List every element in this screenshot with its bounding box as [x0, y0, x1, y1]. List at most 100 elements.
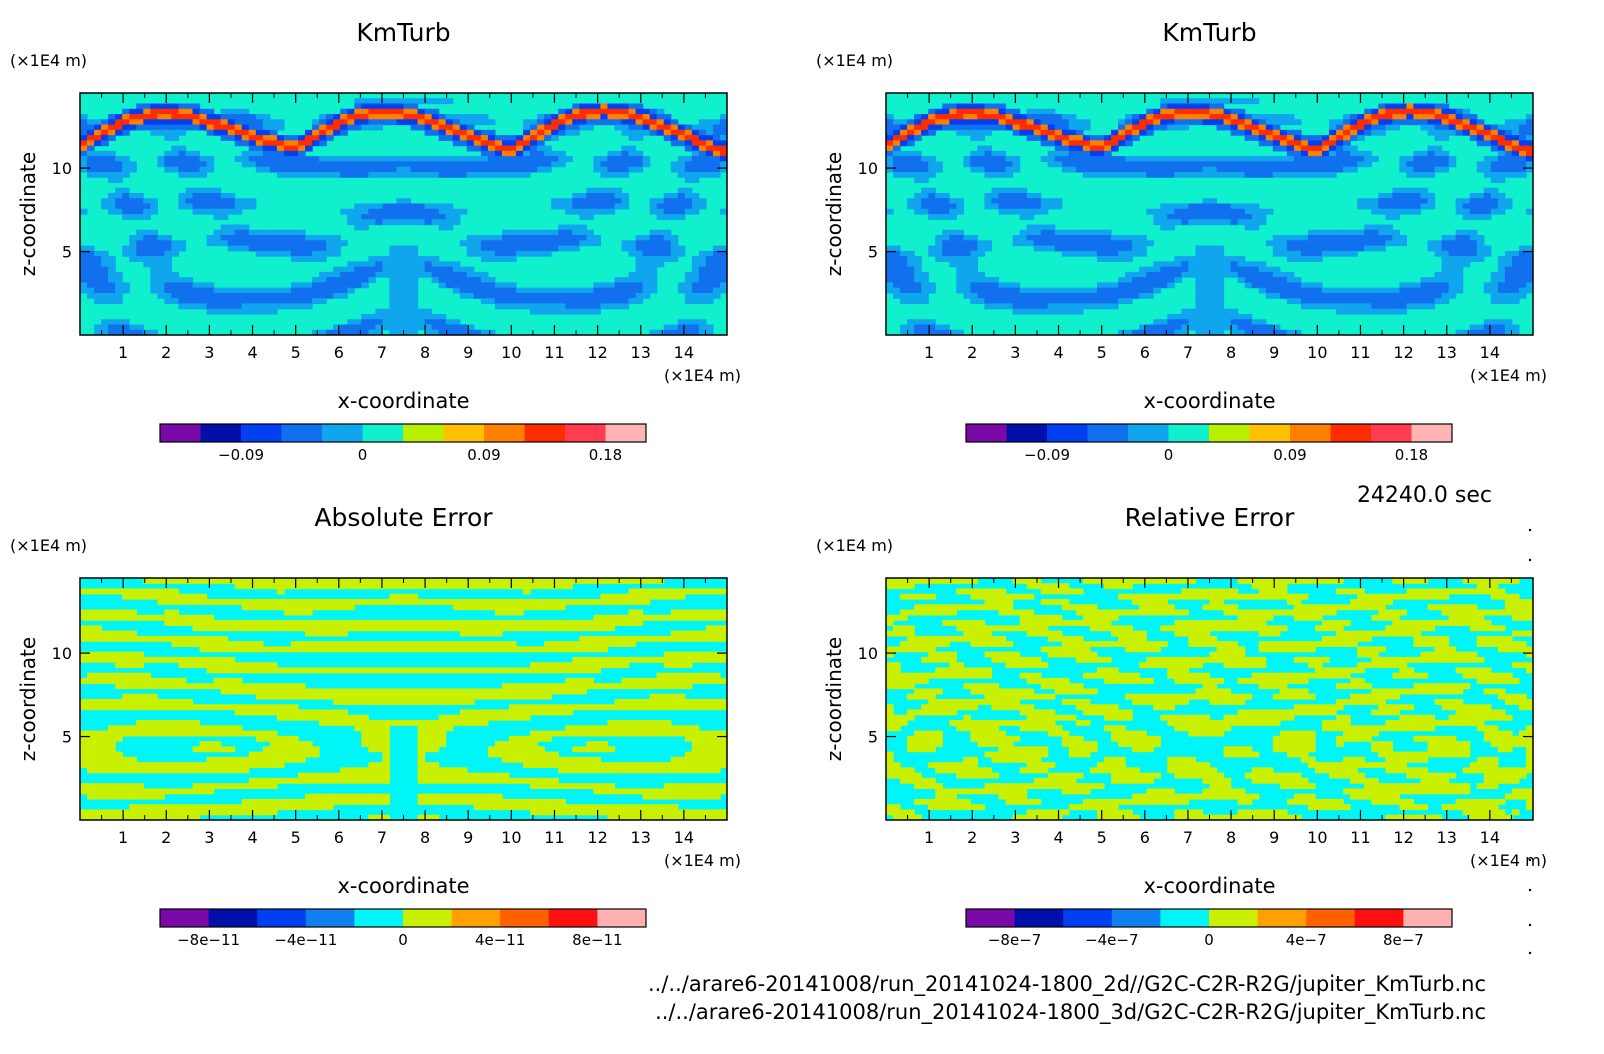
field-cell — [530, 245, 538, 252]
field-cell — [1202, 114, 1211, 120]
field-cell — [1153, 261, 1161, 268]
field-cell — [649, 287, 658, 294]
field-cell — [312, 329, 320, 335]
field-cell — [305, 604, 313, 611]
field-cell — [108, 277, 116, 283]
field-cell — [340, 108, 348, 115]
field-cell — [970, 114, 979, 120]
field-cell — [255, 298, 264, 305]
field-cell — [417, 641, 426, 647]
field-cell — [487, 277, 496, 283]
field-cell — [122, 630, 130, 637]
field-cell — [928, 108, 936, 115]
field-cell — [1195, 292, 1204, 299]
field-cell — [1286, 329, 1295, 335]
field-cell — [1455, 119, 1464, 126]
field-cell — [1139, 156, 1147, 162]
field-cell — [178, 124, 187, 131]
field-cell — [87, 614, 95, 621]
field-cell — [1483, 208, 1492, 215]
field-cell — [143, 256, 151, 262]
field-cell — [628, 656, 637, 663]
field-cell — [977, 287, 986, 294]
field-cell — [984, 161, 993, 168]
field-cell — [642, 282, 651, 289]
field-cell — [255, 245, 264, 252]
x-tick-label: 14 — [1480, 343, 1500, 362]
field-cell — [1476, 245, 1485, 252]
field-cell — [445, 114, 454, 120]
field-cell — [719, 261, 727, 268]
field-cell — [1251, 166, 1260, 173]
field-cell — [1385, 235, 1393, 241]
field-cell — [445, 599, 454, 605]
field-cell — [305, 292, 313, 299]
field-cell — [1153, 166, 1161, 173]
field-cell — [1075, 166, 1084, 173]
field-cell — [80, 609, 88, 616]
field-cell — [607, 119, 616, 126]
field-cell — [164, 103, 173, 110]
field-cell — [935, 198, 943, 205]
field-cell — [691, 319, 700, 326]
field-cell — [1427, 198, 1436, 205]
field-cell — [998, 287, 1007, 294]
field-cell — [396, 119, 405, 126]
field-cell — [530, 156, 538, 162]
field-cell — [914, 114, 922, 120]
field-cell — [579, 620, 587, 626]
field-cell — [269, 161, 278, 168]
field-cell — [1167, 108, 1175, 115]
field-cell — [129, 656, 137, 663]
field-cell — [635, 677, 644, 684]
field-cell — [255, 119, 264, 126]
field-cell — [1265, 208, 1274, 215]
field-cell — [1251, 135, 1260, 141]
field-cell — [494, 140, 503, 147]
field-cell — [115, 124, 123, 131]
field-cell — [607, 187, 616, 194]
field-cell — [1082, 229, 1091, 236]
field-cell — [593, 614, 602, 621]
field-cell — [1209, 298, 1218, 305]
field-cell — [115, 329, 123, 335]
field-cell — [1181, 266, 1189, 273]
field-cell — [1068, 135, 1077, 141]
field-cell — [192, 192, 201, 199]
field-cell — [424, 214, 433, 220]
field-cell — [375, 208, 383, 215]
field-cell — [705, 261, 714, 268]
field-cell — [572, 240, 580, 247]
field-cell — [642, 578, 651, 584]
field-cell — [1427, 150, 1436, 157]
field-cell — [593, 166, 602, 173]
field-cell — [347, 166, 355, 173]
field-cell — [677, 198, 686, 205]
field-cell — [565, 677, 573, 684]
field-cell — [1111, 298, 1119, 305]
field-cell — [893, 261, 901, 268]
field-cell — [705, 171, 714, 178]
field-cell — [1448, 161, 1457, 168]
field-cell — [501, 166, 510, 173]
field-cell — [136, 235, 144, 241]
field-cell — [410, 646, 419, 653]
field-cell — [558, 150, 566, 157]
field-cell — [1399, 287, 1408, 294]
field-cell — [368, 324, 376, 331]
field-cell — [1322, 235, 1330, 241]
field-cell — [1314, 245, 1323, 252]
colorbar-bin — [966, 424, 1007, 442]
field-cell — [157, 635, 165, 642]
field-cell — [326, 287, 334, 294]
field-cell — [1033, 287, 1042, 294]
field-cell — [1251, 224, 1260, 231]
field-cell — [719, 256, 727, 262]
field-cell — [501, 235, 510, 241]
field-cell — [115, 114, 123, 120]
field-cell — [101, 614, 109, 621]
field-cell — [530, 292, 538, 299]
field-cell — [1286, 156, 1295, 162]
field-cell — [712, 161, 721, 168]
field-cell — [234, 203, 243, 210]
